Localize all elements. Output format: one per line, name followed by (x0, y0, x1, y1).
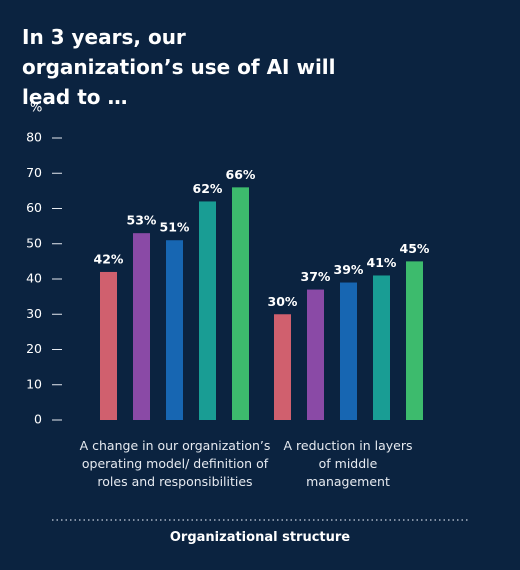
bar (307, 289, 324, 420)
bar (232, 187, 249, 420)
value-label: 41% (367, 255, 397, 270)
x-axis-label: Organizational structure (169, 530, 351, 545)
bar (100, 271, 117, 420)
value-label: 37% (301, 269, 331, 284)
value-label: 66% (226, 167, 256, 182)
bar (406, 261, 423, 420)
y-axis-label: % (30, 101, 42, 116)
x-tick-label: A change in our organization’s operating… (79, 438, 271, 489)
bar (373, 275, 390, 420)
x-tick-label: A reduction in layers of middle manageme… (283, 438, 413, 489)
value-label: 45% (400, 241, 430, 256)
value-label: 51% (160, 220, 190, 235)
y-tick-label: 80 (26, 130, 42, 145)
bar (166, 240, 183, 420)
chart-title: In 3 years, our organization’s use of AI… (22, 25, 336, 109)
value-label: 30% (268, 294, 298, 309)
y-tick-label: 50 (26, 235, 42, 250)
value-label: 53% (127, 213, 157, 228)
value-label: 39% (334, 262, 364, 277)
bar (274, 314, 291, 420)
value-label: 42% (94, 251, 124, 266)
y-tick-label: 10 (26, 376, 42, 391)
y-tick-label: 60 (26, 200, 42, 215)
y-tick-label: 70 (26, 165, 42, 180)
bar (340, 282, 357, 420)
y-tick-label: 30 (26, 306, 42, 321)
bar (199, 201, 216, 420)
y-tick-label: 40 (26, 271, 42, 286)
y-tick-label: 20 (26, 341, 42, 356)
value-label: 62% (193, 181, 223, 196)
bar (133, 233, 150, 420)
y-tick-label: 0 (34, 412, 42, 427)
